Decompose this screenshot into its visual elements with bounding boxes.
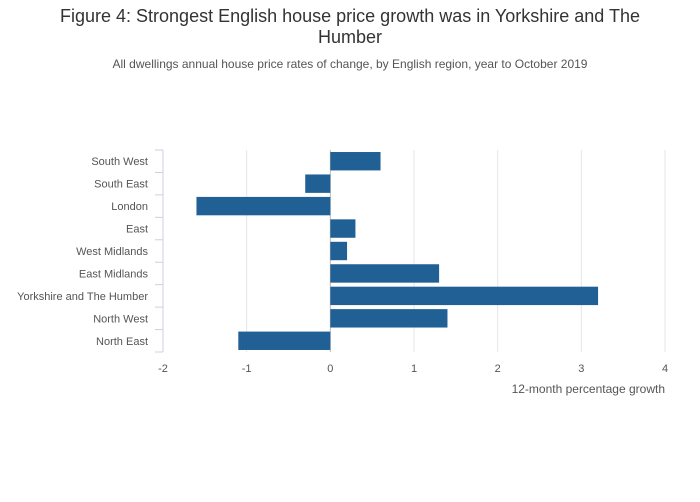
y-axis: South West South East London East West Midla… xyxy=(17,149,164,353)
bar[interactable] xyxy=(330,264,440,283)
category-label: South East xyxy=(94,179,148,191)
category-label: East Midlands xyxy=(79,268,149,280)
x-tick-label: 3 xyxy=(578,363,584,375)
bar[interactable] xyxy=(330,309,448,328)
category-label: West Midlands xyxy=(76,246,148,258)
chart-subtitle: All dwellings annual house price rates o… xyxy=(112,57,588,71)
chart-title: Figure 4: Strongest English house price … xyxy=(60,6,640,47)
x-tick-label: -1 xyxy=(242,363,252,375)
x-tick-label: 2 xyxy=(495,363,501,375)
bar[interactable] xyxy=(305,174,331,193)
x-axis-ticks: -2 -1 0 1 2 3 4 xyxy=(158,363,668,375)
x-tick-label: 4 xyxy=(662,363,668,375)
x-tick-label: 0 xyxy=(327,363,333,375)
bar[interactable] xyxy=(238,331,331,350)
category-label: East xyxy=(126,224,148,236)
bar[interactable] xyxy=(330,286,599,306)
category-label: North East xyxy=(96,336,148,348)
category-label: North West xyxy=(93,313,148,325)
x-tick-label: -2 xyxy=(158,363,168,375)
x-axis-label: 12-month percentage growth xyxy=(512,382,665,396)
x-tick-label: 1 xyxy=(411,363,417,375)
bar[interactable] xyxy=(330,219,356,238)
category-label: London xyxy=(111,201,148,213)
category-label: South West xyxy=(91,156,148,168)
bar[interactable] xyxy=(330,152,381,171)
category-label: Yorkshire and The Humber xyxy=(17,291,148,303)
bar[interactable] xyxy=(196,196,331,216)
bars xyxy=(196,152,599,350)
bar[interactable] xyxy=(330,241,348,261)
